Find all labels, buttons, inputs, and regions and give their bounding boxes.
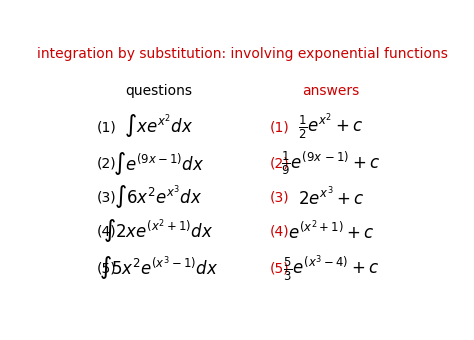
- Text: (3): (3): [270, 191, 290, 205]
- Text: (5): (5): [97, 261, 117, 275]
- Text: questions: questions: [125, 84, 192, 98]
- Text: $\int xe^{x^2}dx$: $\int xe^{x^2}dx$: [124, 113, 193, 141]
- Text: $\frac{1}{9}e^{(9x\,-1)}+c$: $\frac{1}{9}e^{(9x\,-1)}+c$: [282, 150, 381, 178]
- Text: $\int 6x^2e^{x^3}dx$: $\int 6x^2e^{x^3}dx$: [114, 184, 203, 212]
- Text: $\int e^{(9x-1)}dx$: $\int e^{(9x-1)}dx$: [113, 150, 204, 177]
- Text: (1): (1): [97, 120, 117, 134]
- Text: $\int 5x^2e^{(x^3-1)}dx$: $\int 5x^2e^{(x^3-1)}dx$: [99, 254, 218, 283]
- Text: $e^{(x^2+1)}+c$: $e^{(x^2+1)}+c$: [288, 220, 374, 244]
- Text: $\frac{1}{2}e^{x^2}+c$: $\frac{1}{2}e^{x^2}+c$: [299, 112, 364, 142]
- Text: (4): (4): [270, 225, 290, 239]
- Text: integration by substitution: involving exponential functions: integration by substitution: involving e…: [37, 47, 448, 61]
- Text: (3): (3): [97, 191, 117, 205]
- Text: (2): (2): [270, 157, 290, 171]
- Text: (1): (1): [270, 120, 290, 134]
- Text: (4): (4): [97, 225, 117, 239]
- Text: (2): (2): [97, 157, 117, 171]
- Text: $\frac{5}{3}e^{(x^3-4)}+c$: $\frac{5}{3}e^{(x^3-4)}+c$: [283, 253, 379, 284]
- Text: $2e^{x^3}+c$: $2e^{x^3}+c$: [298, 186, 365, 210]
- Text: $\int 2xe^{(x^2+1)}dx$: $\int 2xe^{(x^2+1)}dx$: [103, 218, 214, 246]
- Text: answers: answers: [302, 84, 360, 98]
- Text: (5): (5): [270, 261, 290, 275]
